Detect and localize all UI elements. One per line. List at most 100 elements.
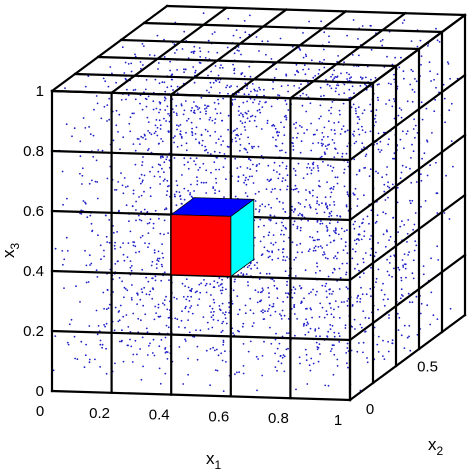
scatter-point	[202, 181, 205, 184]
scatter-point	[228, 306, 231, 308]
scatter-point	[343, 92, 346, 94]
scatter-point	[238, 138, 241, 140]
scatter-point	[183, 109, 186, 112]
scatter-point	[135, 251, 137, 254]
scatter-point	[96, 276, 99, 278]
scatter-point	[202, 316, 205, 318]
scatter-point	[411, 199, 414, 202]
scatter-point	[384, 212, 387, 215]
scatter-point	[235, 29, 238, 31]
scatter-point	[325, 206, 328, 209]
scatter-point	[144, 134, 146, 137]
scatter-point	[370, 25, 372, 27]
scatter-point	[176, 69, 179, 71]
scatter-point	[351, 54, 354, 56]
scatter-point	[353, 142, 356, 145]
scatter-point	[189, 307, 192, 309]
scatter-point	[401, 130, 404, 133]
scatter-point	[273, 161, 276, 164]
scatter-point	[430, 80, 432, 82]
scatter-point	[369, 287, 372, 290]
grid-line	[348, 13, 467, 102]
scatter-point	[109, 303, 111, 306]
scatter-point	[158, 345, 161, 348]
scatter-point	[406, 232, 409, 235]
scatter-point	[155, 119, 158, 121]
grid-line	[50, 149, 352, 162]
scatter-point	[254, 200, 257, 202]
scatter-point	[131, 361, 134, 363]
scatter-point	[268, 231, 271, 234]
scatter-point	[248, 33, 251, 36]
scatter-point	[282, 177, 284, 180]
scatter-point	[269, 218, 272, 221]
scatter-point	[217, 102, 220, 105]
scatter-point	[365, 76, 367, 79]
scatter-point	[148, 222, 151, 224]
scatter-point	[142, 136, 144, 139]
scatter-point	[298, 285, 301, 287]
scatter-point	[303, 64, 306, 67]
scatter-point	[336, 75, 339, 78]
scatter-point	[141, 234, 144, 237]
scatter-point	[139, 348, 142, 350]
scatter-point	[319, 353, 321, 355]
scatter-point	[449, 77, 451, 80]
scatter-point	[305, 353, 308, 356]
scatter-point	[199, 166, 201, 169]
scatter-point	[175, 112, 178, 115]
scatter-point	[231, 104, 234, 106]
scatter-point	[306, 173, 309, 176]
scatter-point	[221, 119, 223, 122]
scatter-point	[360, 326, 363, 329]
scatter-point	[134, 149, 137, 152]
scatter-point	[62, 203, 64, 206]
scatter-point	[106, 289, 109, 291]
scatter-point	[361, 129, 364, 132]
scatter-point	[161, 265, 164, 268]
scatter-point	[411, 88, 414, 91]
scatter-point	[132, 312, 135, 315]
scatter-point	[275, 145, 278, 148]
scatter-point	[269, 326, 271, 329]
scatter-point	[296, 318, 298, 320]
scatter-point	[119, 304, 122, 307]
scatter-point	[270, 58, 273, 60]
scatter-point	[281, 221, 283, 224]
scatter-point	[219, 112, 222, 114]
scatter-point	[311, 194, 314, 197]
scatter-point	[333, 257, 335, 259]
scatter-point	[328, 109, 330, 112]
scatter-point	[220, 135, 222, 138]
scatter-point	[394, 56, 396, 59]
scatter-point	[211, 326, 214, 329]
scatter-point	[438, 41, 441, 43]
scatter-point	[151, 166, 154, 169]
scatter-point	[361, 222, 363, 225]
scatter-point	[109, 66, 112, 68]
scatter-point	[251, 325, 254, 328]
scatter-point	[275, 332, 277, 335]
scatter-point	[319, 302, 322, 305]
scatter-point	[410, 157, 412, 159]
scatter-point	[192, 66, 195, 68]
scatter-point	[376, 83, 379, 86]
scatter-point	[263, 235, 265, 238]
scatter-point	[84, 202, 87, 205]
scatter-point	[191, 312, 194, 315]
scatter-point	[239, 144, 242, 146]
scatter-point	[268, 292, 270, 295]
scatter-point	[277, 134, 279, 137]
scatter-point	[316, 196, 319, 199]
scatter-point	[248, 120, 251, 122]
scatter-point	[185, 149, 188, 152]
scatter-point	[152, 108, 155, 111]
scatter-point	[322, 48, 325, 51]
scatter-point	[282, 224, 285, 227]
scatter-point	[207, 151, 209, 154]
scatter-point	[344, 241, 347, 244]
scatter-point	[235, 140, 238, 143]
scatter-point	[287, 84, 289, 87]
scatter-point	[155, 312, 158, 314]
scatter-point	[214, 369, 217, 371]
